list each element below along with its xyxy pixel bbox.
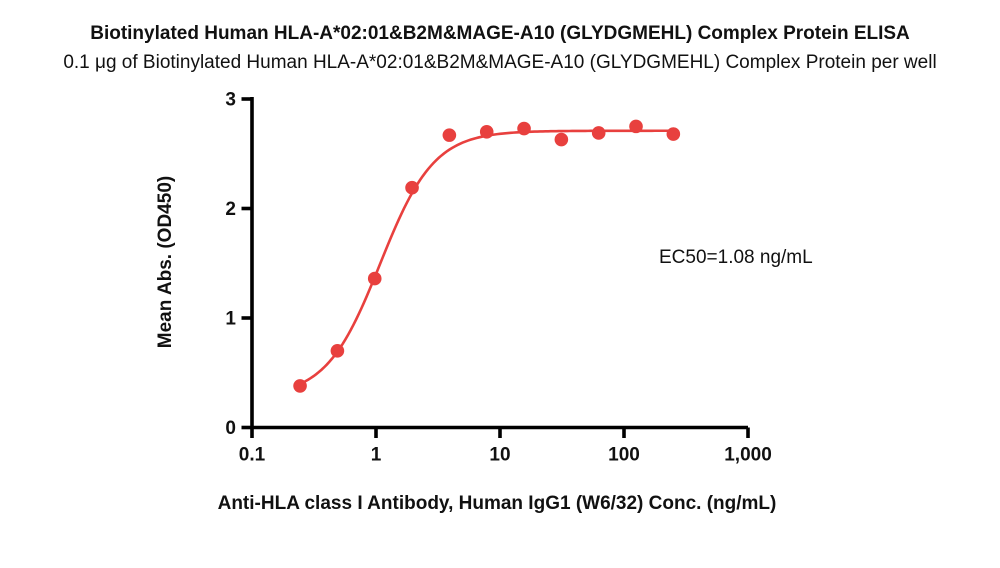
data-point xyxy=(367,271,382,286)
x-tick-label: 10 xyxy=(489,445,510,466)
data-point xyxy=(442,128,457,142)
y-tick-label: 0 xyxy=(225,418,236,439)
data-point xyxy=(293,379,307,393)
data-point xyxy=(405,180,419,195)
data-point xyxy=(666,127,681,141)
data-point xyxy=(554,132,569,147)
data-point xyxy=(629,119,643,134)
x-axis-label: Anti-HLA class I Antibody, Human IgG1 (W… xyxy=(218,493,777,514)
y-tick-label: 3 xyxy=(225,90,236,111)
y-tick-label: 2 xyxy=(225,199,236,220)
ec50-annotation: EC50=1.08 ng/mL xyxy=(659,247,813,268)
chart-subtitle: 0.1 μg of Biotinylated Human HLA-A*02:01… xyxy=(63,52,937,73)
data-point xyxy=(330,344,345,358)
data-point xyxy=(517,121,531,136)
data-point xyxy=(479,125,494,139)
y-tick-label: 1 xyxy=(225,309,236,330)
x-tick-label: 0.1 xyxy=(239,445,266,466)
data-point xyxy=(591,126,606,140)
chart-title: Biotinylated Human HLA-A*02:01&B2M&MAGE-… xyxy=(90,23,910,44)
x-tick-label: 1,000 xyxy=(724,445,772,466)
y-axis-label: Mean Abs. (OD450) xyxy=(155,176,176,348)
fit-curve xyxy=(298,129,675,386)
x-tick-label: 100 xyxy=(608,445,640,466)
x-tick-label: 1 xyxy=(371,445,382,466)
